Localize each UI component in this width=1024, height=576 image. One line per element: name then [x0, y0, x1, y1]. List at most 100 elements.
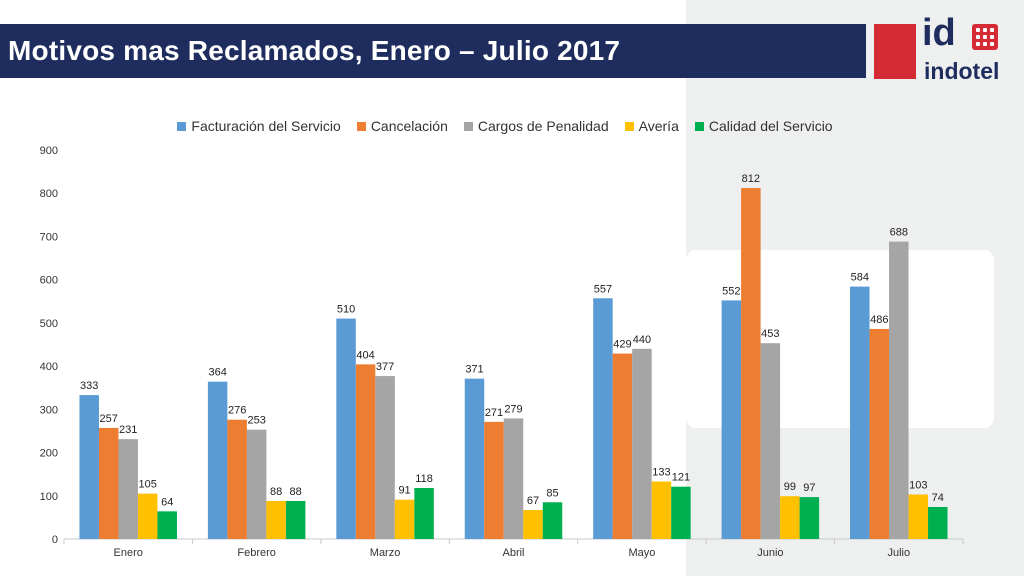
bar: [869, 328, 890, 539]
legend-swatch: [694, 121, 704, 131]
y-tick-label: 100: [40, 491, 58, 503]
data-label: 377: [376, 361, 394, 373]
y-tick-label: 700: [40, 231, 58, 243]
data-label: 279: [504, 403, 522, 415]
logo-mark: id: [922, 12, 956, 54]
data-label: 453: [761, 328, 779, 340]
logo-grid-icon: [972, 24, 998, 50]
brand-red-block: [874, 24, 916, 79]
bar: [394, 499, 415, 539]
logo-name: indotel: [924, 58, 1000, 84]
data-label: 257: [100, 413, 118, 425]
data-label: 333: [80, 380, 98, 392]
bar: [355, 364, 376, 539]
data-label: 486: [870, 314, 888, 326]
bar: [542, 502, 563, 539]
legend-item: Facturación del Servicio: [177, 116, 341, 136]
chart-legend: Facturación del Servicio Cancelación Car…: [0, 116, 1010, 136]
data-label: 103: [909, 479, 927, 491]
data-label: 88: [290, 486, 302, 498]
bar: [651, 481, 672, 539]
legend-swatch: [177, 121, 187, 131]
bar: [414, 487, 434, 539]
data-label: 812: [742, 173, 760, 185]
y-tick-label: 600: [40, 275, 58, 287]
bar: [612, 353, 633, 539]
data-label: 91: [398, 485, 410, 497]
legend-label: Cancelación: [370, 118, 448, 134]
bar: [207, 381, 228, 539]
y-tick-label: 300: [40, 404, 58, 416]
bar: [375, 376, 395, 539]
bar: [336, 318, 356, 539]
legend-label: Avería: [638, 118, 679, 134]
data-label: 364: [208, 367, 226, 379]
data-label: 557: [594, 283, 612, 295]
legend-item: Cargos de Penalidad: [463, 116, 609, 136]
x-tick-label: Mayo: [628, 547, 655, 559]
data-label: 584: [851, 272, 869, 284]
data-label: 118: [415, 473, 433, 485]
data-label: 88: [270, 486, 282, 498]
bar: [285, 500, 306, 539]
legend-item: Cancelación: [356, 116, 448, 136]
bar: [157, 511, 177, 539]
bar: [137, 493, 158, 539]
bar: [523, 510, 543, 539]
x-tick-label: Marzo: [370, 547, 401, 559]
legend-label: Facturación del Servicio: [191, 118, 341, 134]
data-label: 97: [803, 482, 815, 494]
bar: [928, 507, 948, 539]
data-label: 688: [890, 227, 908, 239]
legend-swatch: [356, 121, 366, 131]
y-tick-label: 0: [52, 534, 58, 546]
x-tick-label: Abril: [502, 547, 524, 559]
data-label: 429: [613, 339, 631, 351]
data-label: 231: [119, 424, 137, 436]
bar: [79, 395, 99, 539]
y-tick-label: 400: [40, 361, 58, 373]
data-label: 510: [337, 304, 355, 316]
data-label: 74: [932, 492, 944, 504]
bar: [593, 298, 613, 539]
bar: [227, 419, 247, 539]
x-tick-label: Julio: [887, 547, 910, 559]
bar: [889, 241, 909, 539]
legend-item: Avería: [624, 116, 679, 136]
page-title: Motivos mas Reclamados, Enero – Julio 20…: [8, 35, 621, 66]
data-label: 276: [228, 405, 246, 417]
bar: [908, 494, 929, 539]
bar: [632, 348, 652, 539]
y-tick-label: 900: [40, 145, 58, 157]
data-label: 440: [633, 334, 651, 346]
y-tick-label: 200: [40, 448, 58, 460]
data-label: 85: [546, 487, 558, 499]
legend-swatch: [463, 121, 473, 131]
bar: [799, 497, 820, 539]
data-label: 404: [356, 349, 374, 361]
data-label: 271: [485, 407, 503, 419]
bar: [721, 300, 742, 539]
bar: [671, 486, 691, 539]
data-label: 67: [527, 495, 539, 507]
x-tick-label: Enero: [114, 547, 143, 559]
bar: [760, 343, 781, 539]
x-tick-label: Junio: [757, 547, 783, 559]
bar: [246, 429, 267, 539]
bar: [464, 378, 485, 539]
data-label: 99: [784, 481, 796, 493]
data-label: 371: [465, 364, 483, 376]
legend-swatch: [624, 121, 634, 131]
data-label: 552: [722, 285, 740, 297]
bar: [118, 439, 138, 539]
bar: [780, 496, 800, 539]
legend-item: Calidad del Servicio: [694, 116, 833, 136]
bar: [850, 286, 870, 539]
data-label: 253: [247, 415, 265, 427]
bar: [484, 421, 504, 539]
data-label: 133: [652, 467, 670, 479]
data-label: 105: [139, 479, 157, 491]
bar: [266, 500, 286, 539]
legend-label: Cargos de Penalidad: [477, 118, 609, 134]
